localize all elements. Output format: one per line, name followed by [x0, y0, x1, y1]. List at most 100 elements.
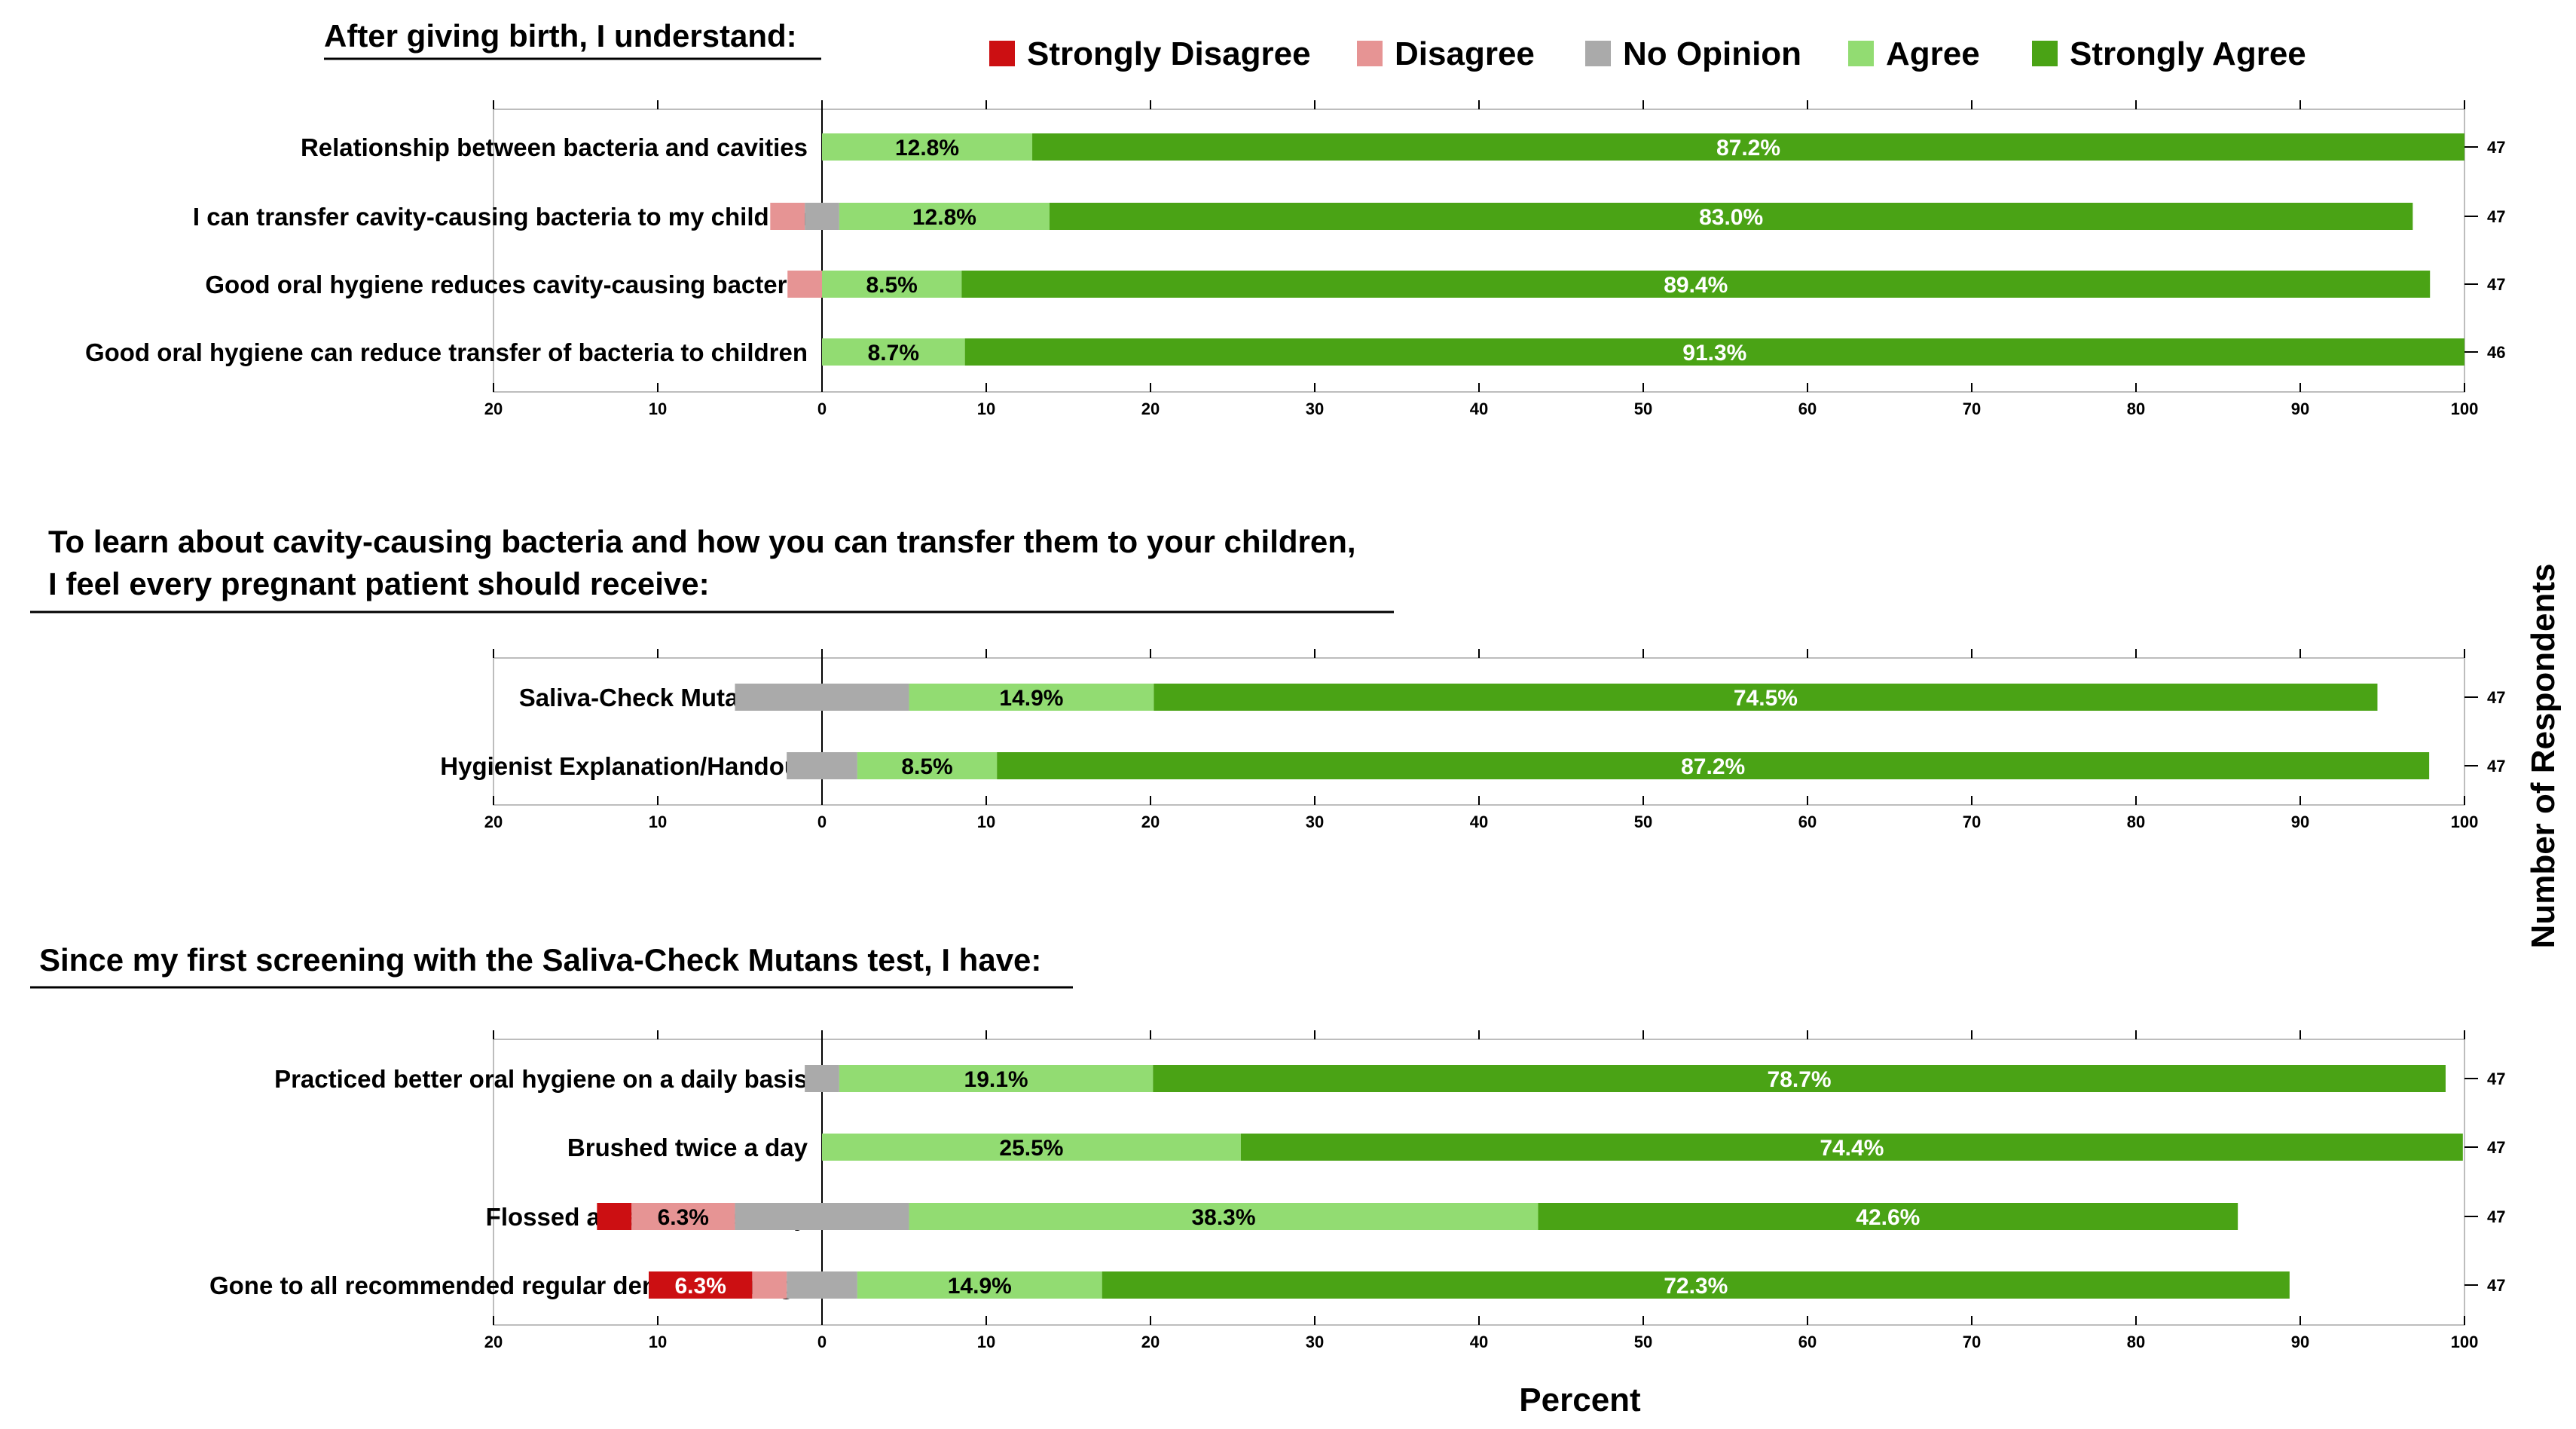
- bar-segment-strongly-disagree: [597, 1203, 632, 1230]
- x-tick-label: 10: [977, 812, 995, 831]
- x-tick-label: 80: [2127, 399, 2145, 418]
- bar-segment-agree: [822, 133, 1033, 161]
- bar-segment-strongly-agree: [1153, 1065, 2446, 1092]
- respondent-count: 47: [2487, 207, 2505, 226]
- bar-segment-no-opinion: [805, 1065, 839, 1092]
- x-tick-label: 90: [2291, 812, 2309, 831]
- respondent-count: 47: [2487, 1207, 2505, 1226]
- bar-segment-strongly-agree: [964, 338, 2464, 366]
- x-tick-label: 10: [977, 399, 995, 418]
- x-tick-label: 70: [1963, 1333, 1981, 1351]
- plot-frame: [493, 657, 2465, 806]
- bar-segment-agree: [909, 1203, 1539, 1230]
- respondent-count: 47: [2487, 138, 2505, 157]
- respondent-count: 47: [2487, 688, 2505, 707]
- bar-segment-no-opinion: [787, 1271, 857, 1299]
- data-label: 25.5%: [999, 1136, 1063, 1161]
- panel-1: After giving birth, I understand: 20 10 0 10…: [85, 18, 2506, 418]
- bar-segment-disagree: [631, 1203, 735, 1230]
- bar-row: Gone to all recommended regular dental c…: [209, 1271, 2505, 1299]
- respondent-count: 47: [2487, 1276, 2505, 1295]
- bar-segment-agree: [857, 1271, 1102, 1299]
- x-tick-label: 70: [1963, 399, 1981, 418]
- data-label: 89.4%: [1664, 273, 1728, 298]
- bar-segment-strongly-agree: [1102, 1271, 2290, 1299]
- bar-segment-strongly-agree: [1049, 203, 2413, 230]
- legend: Strongly Disagree Disagree No Opinion Agree…: [989, 35, 2306, 72]
- x-tick-label: 70: [1963, 812, 1981, 831]
- legend-item-disagree: Disagree: [1357, 35, 1535, 72]
- bar-segment-no-opinion: [735, 1203, 909, 1230]
- panel-2: To learn about cavity-causing bacteria a…: [30, 524, 2505, 831]
- data-label: 87.2%: [1681, 754, 1745, 779]
- respondent-count: 46: [2487, 343, 2505, 362]
- respondent-count: 47: [2487, 1138, 2505, 1157]
- legend-item-agree: Agree: [1848, 35, 1980, 72]
- bar-segment-agree: [909, 684, 1154, 711]
- bar-segment-strongly-agree: [1154, 684, 2378, 711]
- bar-segment-agree: [839, 203, 1050, 230]
- bar-row: Good oral hygiene can reduce transfer of…: [85, 338, 2505, 366]
- x-tick-label: 100: [2451, 399, 2479, 418]
- x-tick-label: 90: [2291, 399, 2309, 418]
- legend-item-no-opinion: No Opinion: [1585, 35, 1801, 72]
- panel-title: To learn about cavity-causing bacteria a…: [48, 524, 1356, 559]
- legend-label: Strongly Disagree: [1027, 35, 1311, 72]
- legend-label: Strongly Agree: [2070, 35, 2306, 72]
- panel-title: I feel every pregnant patient should rec…: [48, 566, 710, 601]
- respondent-count: 47: [2487, 757, 2505, 776]
- data-label: 14.9%: [999, 686, 1063, 711]
- x-tick-label: 10: [977, 1333, 995, 1351]
- x-tick-label: 20: [1141, 1333, 1160, 1351]
- bar-segment-disagree: [787, 271, 822, 298]
- data-label: 8.5%: [866, 273, 917, 298]
- x-tick-label: 50: [1634, 812, 1652, 831]
- data-label: 83.0%: [1699, 205, 1763, 230]
- x-tick-label: 50: [1634, 399, 1652, 418]
- data-label: 14.9%: [948, 1274, 1012, 1299]
- x-tick-label: 30: [1306, 399, 1324, 418]
- data-label: 19.1%: [964, 1067, 1028, 1092]
- data-label: 91.3%: [1682, 341, 1746, 366]
- x-tick-label: 80: [2127, 812, 2145, 831]
- row-label: Hygienist Explanation/Handout: [440, 752, 808, 780]
- data-label: 12.8%: [895, 136, 959, 161]
- row-label: I can transfer cavity-causing bacteria t…: [193, 203, 808, 231]
- legend-item-strongly-agree: Strongly Agree: [2032, 35, 2306, 72]
- data-label: 72.3%: [1664, 1274, 1728, 1299]
- x-tick-label: 10: [649, 812, 667, 831]
- legend-item-strongly-disagree: Strongly Disagree: [989, 35, 1311, 72]
- legend-swatch: [989, 41, 1015, 66]
- row-label: Practiced better oral hygiene on a daily…: [274, 1065, 808, 1093]
- x-tick-label: 80: [2127, 1333, 2145, 1351]
- x-tick-label: 60: [1798, 812, 1817, 831]
- bar-segment-strongly-agree: [961, 271, 2431, 298]
- data-label: 78.7%: [1768, 1067, 1832, 1092]
- bar-segment-agree: [857, 752, 998, 779]
- x-tick-label: 40: [1470, 812, 1488, 831]
- data-label: 6.3%: [658, 1205, 709, 1230]
- legend-label: No Opinion: [1623, 35, 1801, 72]
- respondent-count: 47: [2487, 1069, 2505, 1088]
- bar-segment-disagree: [770, 203, 805, 230]
- x-tick-label: 100: [2451, 1333, 2479, 1351]
- bar-segment-no-opinion: [735, 684, 909, 711]
- bar-segment-strongly-agree: [1538, 1203, 2238, 1230]
- x-tick-label: 20: [1141, 399, 1160, 418]
- x-tick-label: 40: [1470, 1333, 1488, 1351]
- bar-segment-no-opinion: [787, 752, 857, 779]
- bar-segment-strongly-disagree: [649, 1271, 753, 1299]
- panel-title: After giving birth, I understand:: [324, 18, 797, 54]
- x-tick-label: 20: [1141, 812, 1160, 831]
- bar-row: Good oral hygiene reduces cavity-causing…: [205, 271, 2505, 298]
- x-tick-label: 0: [817, 1333, 827, 1351]
- x-tick-label: 30: [1306, 1333, 1324, 1351]
- x-axis-title: Percent: [1519, 1382, 1641, 1418]
- x-tick-label: 50: [1634, 1333, 1652, 1351]
- legend-label: Agree: [1886, 35, 1980, 72]
- x-tick-label: 20: [484, 812, 503, 831]
- legend-swatch: [2032, 41, 2058, 66]
- bar-segment-agree: [822, 271, 962, 298]
- legend-swatch: [1848, 41, 1874, 66]
